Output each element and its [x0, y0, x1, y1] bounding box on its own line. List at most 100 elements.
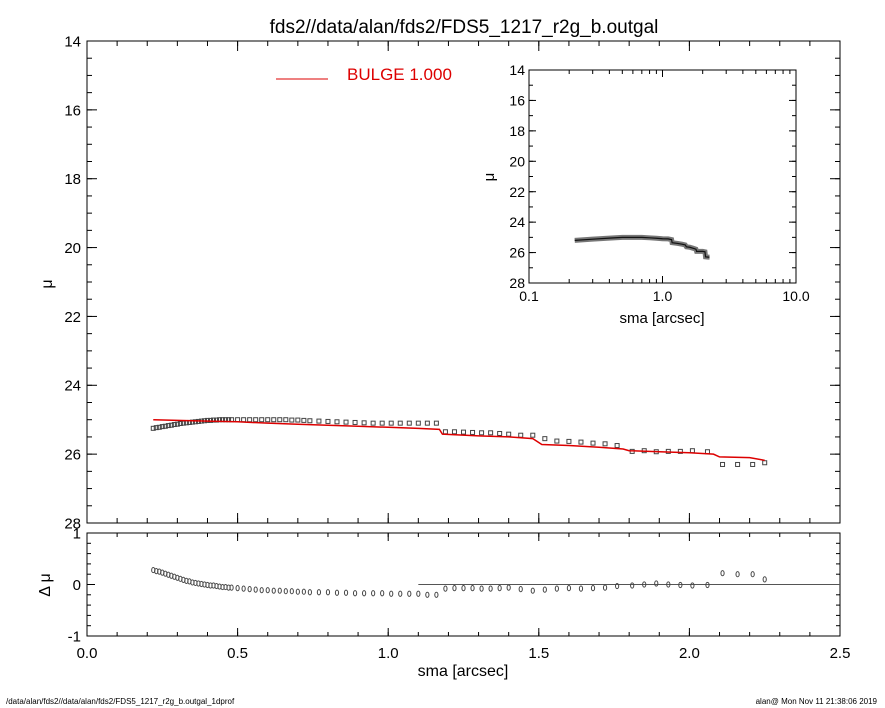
y-tick-label: 20 [64, 240, 81, 257]
data-point [497, 430, 503, 436]
data-point [277, 417, 283, 423]
residual-point [497, 585, 502, 592]
data-point [479, 430, 485, 436]
residual-point [352, 590, 358, 597]
residual-point [630, 582, 635, 589]
data-point [343, 419, 349, 425]
residual-point [602, 584, 608, 591]
x-tick-label: 1.5 [528, 645, 549, 662]
residual-point [289, 588, 294, 595]
residual-point [253, 586, 258, 593]
data-point [325, 418, 331, 424]
y-tick-label: 0 [73, 577, 81, 594]
residual-point [398, 590, 403, 597]
data-point [506, 431, 512, 437]
inset-y-axis-label: μ [481, 173, 498, 182]
data-point [153, 425, 159, 431]
residual-plot-area [151, 566, 840, 598]
data-point [159, 424, 165, 430]
data-point [301, 417, 307, 423]
residual-point [735, 571, 740, 578]
page-title: fds2//data/alan/fds2/FDS5_1217_r2g_b.out… [270, 17, 659, 38]
residual-point [506, 584, 511, 591]
residual-point [425, 591, 430, 598]
data-point [735, 461, 741, 467]
residual-point [407, 590, 412, 597]
residual-point [554, 585, 559, 592]
residual-point [678, 581, 683, 589]
data-point [192, 419, 198, 425]
inset-frame [528, 69, 797, 284]
residual-point [241, 585, 246, 592]
footer-left: /data/alan/fds2//data/alan/fds2/FDS5_121… [6, 697, 235, 706]
data-point [271, 417, 277, 423]
data-point [150, 425, 156, 431]
residual-axes: 0.0 0.5 1.0 1.5 2.0 2.5 1 0 -1 [68, 525, 851, 662]
data-point [316, 418, 322, 424]
residual-x-axis-label: sma [arcsec] [418, 663, 509, 680]
residual-point [578, 585, 584, 592]
residual-point [434, 591, 439, 598]
x-tick-label: 0.0 [77, 645, 98, 662]
residual-point [362, 590, 367, 597]
main-axes: 14 16 18 20 22 24 26 28 [64, 33, 841, 532]
residual-point [229, 584, 234, 591]
y-tick-label: 14 [64, 33, 81, 50]
data-point [554, 438, 560, 444]
residual-point [488, 585, 493, 592]
residual-point [642, 581, 647, 588]
data-point [566, 438, 572, 444]
y-tick-label: -1 [68, 628, 81, 645]
residual-point [530, 587, 535, 594]
data-point [677, 448, 683, 454]
residual-point [590, 585, 596, 592]
data-point [247, 417, 253, 423]
data-point [689, 448, 695, 454]
residual-point [705, 581, 710, 589]
residual-point [750, 571, 755, 578]
residual-point [371, 590, 376, 597]
residual-point [479, 585, 484, 592]
data-point [295, 417, 301, 423]
residual-point [762, 576, 767, 583]
x-tick-label: 2.0 [679, 645, 700, 662]
data-point [397, 420, 403, 426]
residual-point [265, 587, 270, 594]
residual-point [416, 590, 421, 597]
residual-point [461, 585, 466, 592]
y-tick-label: 22 [64, 309, 81, 326]
residual-point [283, 588, 288, 595]
data-point [488, 430, 494, 436]
residual-point [518, 586, 523, 593]
y-tick-label: 22 [509, 184, 525, 200]
data-point [451, 429, 457, 435]
data-point [162, 423, 168, 429]
residual-point [235, 585, 240, 592]
data-point [283, 417, 289, 423]
data-point [168, 422, 174, 428]
residual-point [615, 582, 620, 590]
data-point [614, 443, 620, 449]
residual-point [295, 588, 300, 595]
residual-point [720, 570, 725, 577]
residual-point [389, 590, 394, 597]
residual-point [690, 582, 695, 589]
data-point [177, 421, 183, 427]
x-tick-label: 0.5 [227, 645, 248, 662]
main-plot-area [150, 417, 768, 467]
data-point [442, 429, 448, 435]
y-tick-label: 16 [509, 92, 525, 108]
data-point [361, 420, 367, 426]
inset-axes: 0.1 1.0 10.0 14 16 18 20 22 24 26 28 [509, 62, 809, 304]
data-point [415, 420, 421, 426]
x-tick-label: 10.0 [782, 288, 809, 304]
data-point [171, 422, 177, 428]
data-point [289, 417, 295, 423]
data-point [165, 423, 171, 429]
bulge-model-line [153, 418, 765, 462]
y-tick-label: 18 [64, 171, 81, 188]
inset-profile-line [574, 236, 710, 258]
y-tick-label: 24 [64, 378, 81, 395]
data-point [307, 418, 313, 424]
